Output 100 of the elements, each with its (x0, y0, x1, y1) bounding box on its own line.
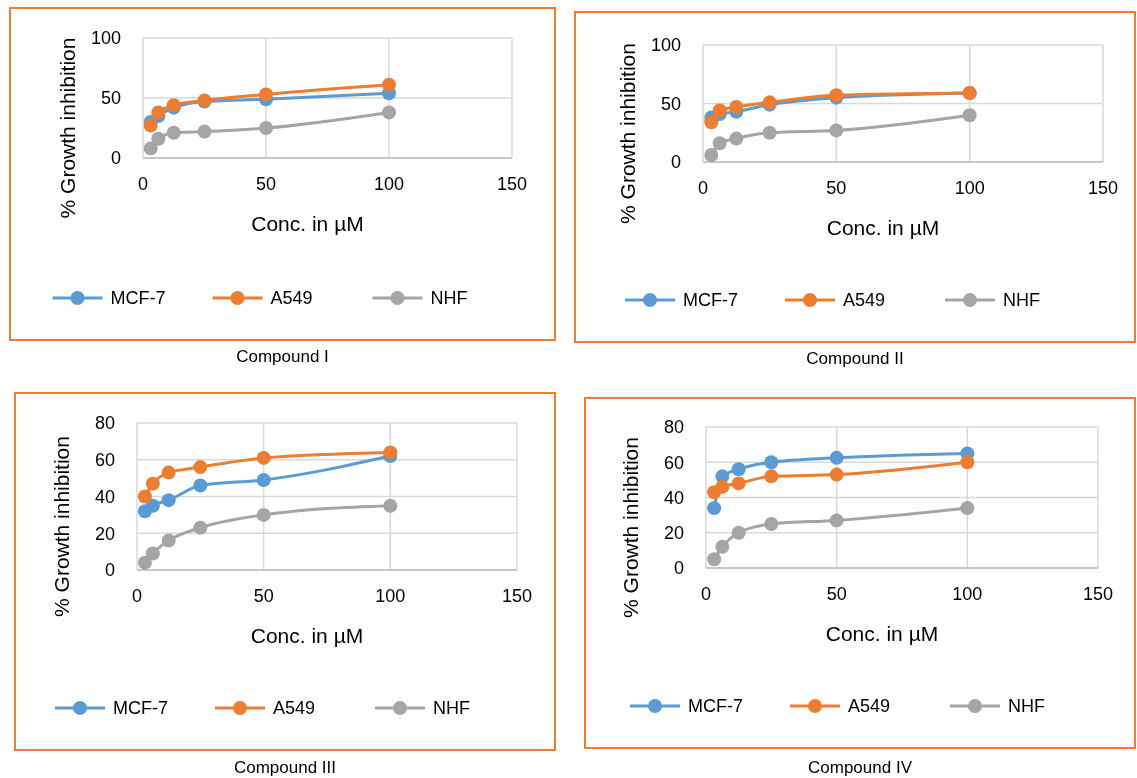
point (166, 125, 181, 140)
legend-label: NHF (433, 698, 470, 719)
x-tick-label: 0 (697, 178, 709, 198)
x-axis-title: Conc. in µM (250, 624, 364, 647)
point (707, 552, 722, 567)
point (762, 125, 777, 140)
x-tick-label: 100 (952, 584, 983, 604)
point (256, 450, 271, 465)
y-tick-label: 20 (663, 523, 684, 544)
y-axis-title: % Growth inhibition (50, 436, 73, 617)
point (259, 87, 273, 102)
legend-label: A549 (848, 696, 891, 717)
point (962, 108, 977, 123)
y-tick-label: 60 (663, 452, 684, 473)
point (382, 105, 396, 120)
legend-label: MCF-7 (113, 698, 168, 719)
x-tick-label: 0 (131, 586, 143, 606)
y-tick-label: 60 (94, 450, 115, 471)
x-tick-label: 0 (137, 174, 149, 194)
x-tick-label: 150 (1087, 178, 1119, 198)
point (729, 100, 744, 115)
x-axis-title: Conc. in µM (826, 216, 940, 239)
y-tick-label: 100 (650, 35, 681, 56)
point (161, 533, 176, 548)
legend-label: A549 (273, 698, 316, 719)
y-tick-label: 0 (110, 148, 121, 169)
legend-label: NHF (1003, 290, 1040, 311)
point (383, 498, 398, 513)
y-axis-title: % Growth inhibition (56, 37, 79, 219)
x-tick-label: 150 (496, 174, 528, 194)
y-tick-label: 80 (94, 413, 115, 434)
y-tick-label: 100 (90, 28, 121, 49)
x-tick-label: 0 (700, 584, 712, 604)
y-tick-label: 0 (670, 152, 681, 173)
y-tick-label: 20 (94, 523, 115, 544)
point (256, 472, 271, 487)
point (715, 539, 730, 554)
point (143, 118, 158, 133)
point (259, 121, 273, 135)
y-axis-title: % Growth inhibition (616, 43, 639, 224)
x-tick-label: 150 (1082, 584, 1114, 604)
y-tick-label: 0 (104, 560, 115, 581)
text: Compound III (233, 758, 337, 777)
point (383, 445, 398, 460)
point (137, 489, 152, 504)
point (960, 455, 975, 470)
y-tick-label: 0 (673, 558, 684, 579)
legend-label: MCF-7 (110, 288, 166, 309)
point (712, 136, 727, 151)
point (731, 476, 746, 491)
point (712, 103, 727, 118)
legend-label: MCF-7 (688, 696, 743, 717)
point (151, 131, 166, 146)
point (704, 115, 719, 130)
legend-label: A549 (843, 290, 886, 311)
x-tick-label: 50 (253, 586, 274, 606)
y-tick-label: 40 (94, 486, 115, 507)
point (715, 479, 730, 494)
point (161, 465, 176, 480)
y-tick-label: 40 (663, 487, 684, 508)
point (143, 141, 158, 156)
x-tick-label: 50 (826, 178, 847, 198)
point (829, 123, 844, 138)
x-tick-label: 50 (826, 584, 847, 604)
text: Compound II (806, 349, 904, 368)
point (829, 450, 844, 465)
y-axis-title: % Growth inhibition (619, 437, 642, 618)
legend-label: MCF-7 (683, 290, 738, 311)
x-tick-label: 100 (375, 586, 406, 606)
point (829, 467, 844, 482)
point (145, 546, 160, 561)
legend-label: A549 (270, 288, 313, 309)
point (731, 462, 746, 477)
point (764, 516, 779, 531)
text: Compound I (236, 347, 329, 366)
point (704, 147, 719, 162)
text: Compound IV (808, 758, 913, 777)
point (145, 498, 160, 513)
point (729, 131, 744, 146)
y-tick-label: 50 (660, 93, 681, 114)
point (764, 455, 779, 470)
point (151, 105, 166, 120)
point (137, 555, 152, 570)
x-tick-label: 100 (954, 178, 985, 198)
legend-label: NHF (1008, 696, 1045, 717)
point (256, 507, 271, 522)
point (193, 460, 208, 475)
point (197, 124, 212, 139)
y-tick-label: 50 (100, 88, 121, 109)
point (145, 476, 160, 491)
point (193, 520, 208, 535)
point (707, 501, 722, 516)
x-axis-title: Conc. in µM (251, 212, 364, 235)
point (829, 513, 844, 528)
legend-label: NHF (430, 288, 468, 309)
point (764, 469, 779, 484)
point (193, 478, 208, 493)
x-tick-label: 150 (501, 586, 533, 606)
x-tick-label: 100 (373, 174, 405, 194)
point (960, 501, 975, 516)
